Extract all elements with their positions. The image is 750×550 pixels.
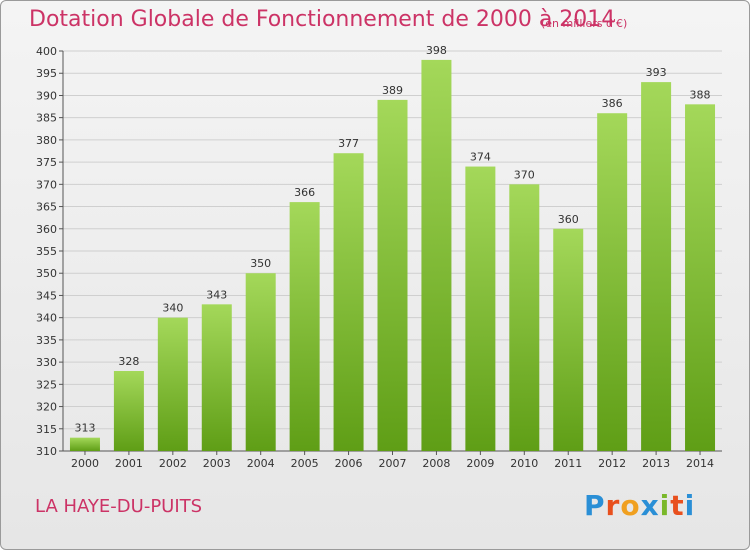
x-tick-label-2012: 2012 [598, 457, 626, 470]
bar-2008 [421, 59, 452, 452]
bar-2011 [553, 228, 584, 451]
logo-letter: P [584, 489, 606, 522]
proxiti-logo: Proxiti [584, 489, 695, 522]
bar-2001 [113, 371, 144, 451]
y-tick-label: 370 [36, 178, 57, 191]
x-tick-label-2004: 2004 [247, 457, 275, 470]
x-tick-label-2001: 2001 [115, 457, 143, 470]
y-tick-label: 350 [36, 267, 57, 280]
y-tick-label: 335 [36, 334, 57, 347]
bar-2000 [69, 437, 100, 451]
x-tick-label-2009: 2009 [466, 457, 494, 470]
logo-letter: t [670, 489, 685, 522]
y-tick-label: 385 [36, 112, 57, 125]
chart-title: Dotation Globale de Fonctionnement de 20… [29, 7, 616, 32]
y-tick-label: 315 [36, 423, 57, 436]
logo-letter: o [620, 489, 641, 522]
x-tick-label-2013: 2013 [642, 457, 670, 470]
data-label-2003: 343 [206, 288, 227, 301]
y-tick-label: 355 [36, 245, 57, 258]
bar-2002 [157, 317, 188, 451]
x-tick-label-2000: 2000 [71, 457, 99, 470]
x-tick-label-2003: 2003 [203, 457, 231, 470]
y-tick-label: 340 [36, 312, 57, 325]
y-tick-label: 375 [36, 156, 57, 169]
data-label-2001: 328 [118, 355, 139, 368]
bar-2003 [201, 304, 232, 451]
data-label-2012: 386 [602, 97, 623, 110]
data-label-2010: 370 [514, 168, 535, 181]
bar-2012 [597, 113, 628, 451]
y-tick-label: 365 [36, 201, 57, 214]
data-label-2000: 313 [74, 422, 95, 435]
bar-2013 [641, 82, 672, 451]
bar-2009 [465, 166, 496, 452]
logo-letter: r [605, 489, 621, 522]
data-label-2009: 374 [470, 151, 491, 164]
y-tick-label: 345 [36, 289, 57, 302]
data-label-2002: 340 [162, 302, 183, 315]
bar-2006 [333, 153, 364, 451]
y-tick-label: 310 [36, 445, 57, 458]
y-tick-label: 400 [36, 45, 57, 58]
logo-letter: x [640, 489, 660, 522]
bar-2004 [245, 273, 276, 451]
bar-2005 [289, 202, 320, 451]
y-tick-label: 325 [36, 378, 57, 391]
x-tick-label-2002: 2002 [159, 457, 187, 470]
bars [69, 59, 716, 452]
commune-name: LA HAYE-DU-PUITS [35, 496, 203, 517]
y-tick-label: 330 [36, 356, 57, 369]
data-label-2004: 350 [250, 257, 271, 270]
y-tick-label: 395 [36, 67, 57, 80]
data-label-2011: 360 [558, 213, 579, 226]
bar-2014 [685, 104, 716, 451]
data-label-2007: 389 [382, 84, 403, 97]
chart-subtitle: (en milliers d'€) [541, 17, 628, 30]
y-tick-label: 320 [36, 401, 57, 414]
y-tick-label: 380 [36, 134, 57, 147]
bar-2010 [509, 184, 540, 452]
data-label-2013: 393 [646, 66, 667, 79]
y-tick-label: 360 [36, 223, 57, 236]
data-label-2008: 398 [426, 44, 447, 57]
data-label-2005: 366 [294, 186, 315, 199]
y-tick-label: 390 [36, 89, 57, 102]
x-tick-label-2007: 2007 [379, 457, 407, 470]
logo-letter: i [659, 489, 671, 522]
bar-2007 [377, 99, 408, 451]
x-tick-label-2011: 2011 [554, 457, 582, 470]
data-label-2014: 388 [690, 88, 711, 101]
x-tick-label-2014: 2014 [686, 457, 714, 470]
logo-letter: i [684, 489, 696, 522]
x-tick-label-2008: 2008 [422, 457, 450, 470]
x-tick-label-2005: 2005 [291, 457, 319, 470]
x-tick-label-2006: 2006 [335, 457, 363, 470]
labels: 310 315 320 325 330 335 340 345 350 355 360 365 370 3… [36, 44, 714, 470]
x-tick-label-2010: 2010 [510, 457, 538, 470]
data-label-2006: 377 [338, 137, 359, 150]
